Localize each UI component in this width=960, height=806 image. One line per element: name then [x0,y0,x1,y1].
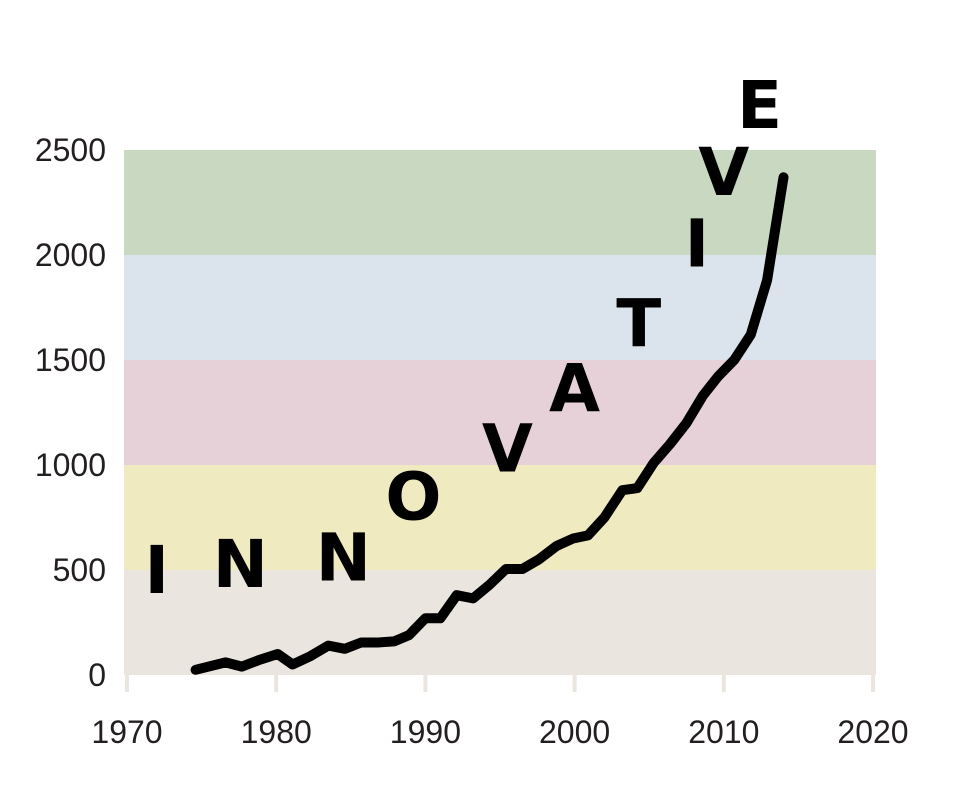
series-group [190,172,789,675]
x-tick-label: 2000 [539,714,610,750]
annotation-letter-8: V [698,134,749,211]
y-tick-label: 0 [88,657,106,693]
x-axis [125,675,875,692]
band-0-500 [124,570,876,675]
annotation-letter-0: I [145,532,170,609]
y-tick-label: 2500 [35,132,106,168]
annotation-letter-5: A [549,350,600,427]
annotation-letter-9: E [737,67,782,144]
annotation-letter-2: N [316,520,371,597]
background-bands [124,150,876,675]
y-tick-label: 500 [53,552,106,588]
annotation-letter-3: O [385,459,441,536]
annotation-letter-4: V [482,410,533,487]
x-tick-label: 2020 [837,714,908,750]
x-axis-tick-labels: 1970 1980 1990 2000 2010 2020 [91,714,908,750]
band-2000-2500 [124,150,876,255]
y-tick-label: 1500 [35,342,106,378]
x-tick-label: 1970 [91,714,162,750]
annotation-letter-1: N [213,526,268,603]
x-tick-label: 2010 [688,714,759,750]
y-tick-label: 2000 [35,237,106,273]
x-tick-label: 1980 [241,714,312,750]
band-1000-1500 [124,360,876,465]
annotation-letter-7: I [685,206,710,283]
annotation-letter-6: T [616,285,661,362]
x-tick-label: 1990 [390,714,461,750]
series-line-0 [190,172,789,675]
y-axis-tick-labels: 0 500 1000 1500 2000 2500 [35,132,106,693]
y-tick-label: 1000 [35,447,106,483]
band-500-1000 [124,465,876,570]
